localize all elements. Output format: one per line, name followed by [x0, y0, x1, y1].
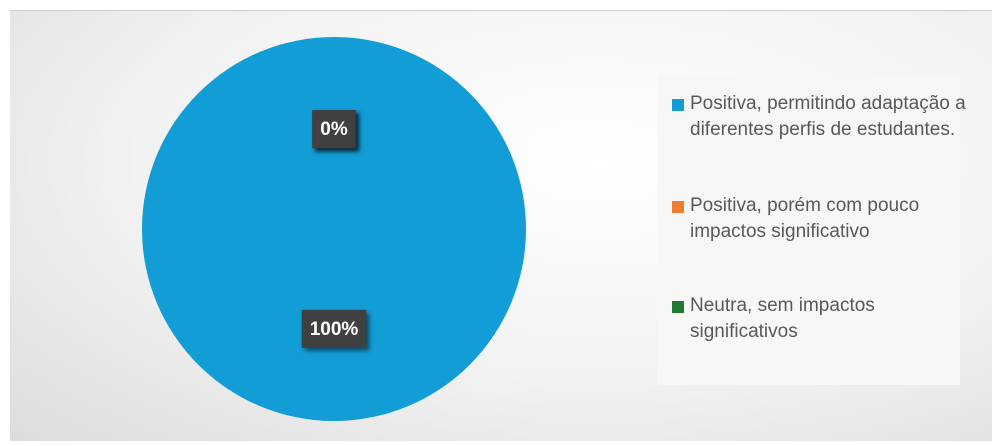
- data-label: 100%: [301, 309, 367, 348]
- legend-label: Neutra, sem impactos significativos: [690, 295, 875, 342]
- legend-entry: Positiva, permitindo adaptação a diferen…: [672, 91, 970, 143]
- pie-slice: [142, 37, 526, 421]
- legend: Positiva, permitindo adaptação a diferen…: [658, 75, 966, 385]
- legend-entry: Positiva, porém com pouco impactos signi…: [672, 193, 970, 245]
- legend-label: Positiva, porém com pouco impactos signi…: [690, 195, 920, 242]
- data-label-text: 0%: [320, 119, 348, 140]
- legend-swatch: [672, 301, 684, 313]
- data-label: 0%: [312, 110, 356, 149]
- data-label-box: [312, 110, 356, 149]
- data-label-box: [301, 309, 367, 348]
- legend-entry: Neutra, sem impactos significativos: [672, 293, 970, 345]
- legend-label: Positiva, permitindo adaptação a diferen…: [690, 93, 966, 140]
- legend-swatch: [672, 99, 684, 111]
- legend-swatch: [672, 201, 684, 213]
- data-label-text: 100%: [310, 319, 359, 340]
